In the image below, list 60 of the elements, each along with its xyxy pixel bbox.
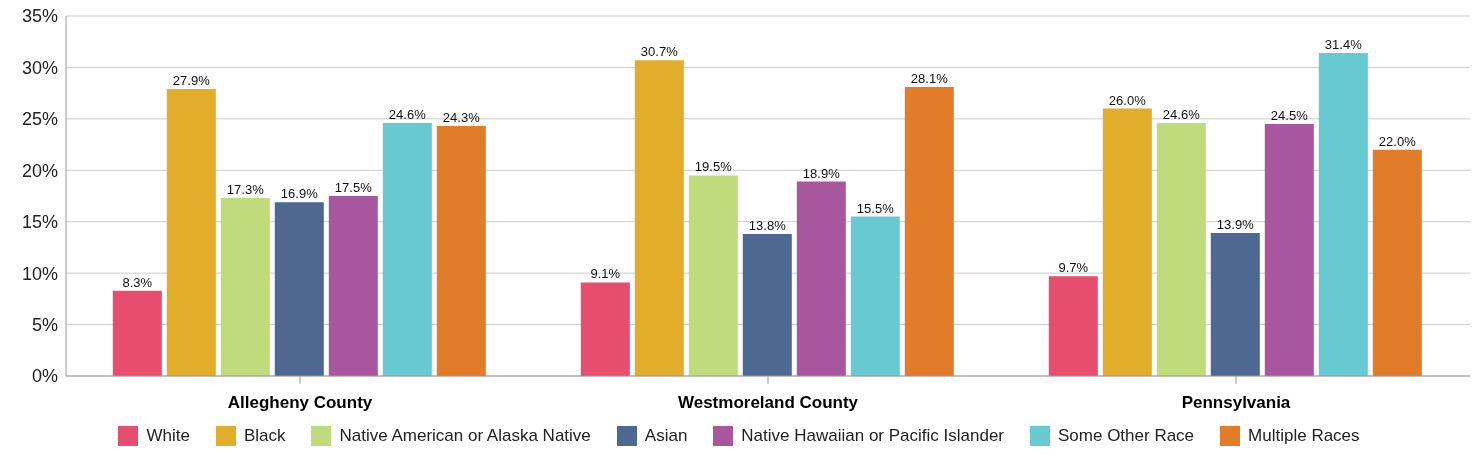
data-label: 13.8% bbox=[748, 218, 787, 234]
data-label: 30.7% bbox=[640, 44, 679, 60]
x-tick-label: Westmoreland County bbox=[677, 393, 859, 413]
bar bbox=[328, 196, 378, 376]
bar bbox=[1048, 276, 1098, 376]
legend-label: Asian bbox=[644, 426, 688, 446]
data-label: 19.5% bbox=[694, 159, 733, 175]
data-label: 22.0% bbox=[1378, 133, 1417, 149]
data-label: 13.9% bbox=[1216, 217, 1255, 233]
bar bbox=[274, 202, 324, 376]
data-label: 27.9% bbox=[172, 73, 211, 89]
data-label: 17.3% bbox=[226, 182, 265, 198]
bar bbox=[1318, 53, 1368, 376]
data-label: 9.7% bbox=[1058, 260, 1089, 276]
legend-label: Black bbox=[243, 426, 286, 446]
data-label: 15.5% bbox=[856, 200, 895, 216]
bar bbox=[1210, 233, 1260, 376]
bar bbox=[688, 175, 738, 376]
y-tick-label: 30% bbox=[21, 57, 58, 78]
data-label: 24.5% bbox=[1270, 108, 1309, 123]
legend-label: Native Hawaiian or Pacific Islander bbox=[741, 426, 1005, 446]
legend-label: Multiple Races bbox=[1248, 426, 1360, 446]
bar bbox=[580, 282, 630, 376]
legend-label: Native American or Alaska Native bbox=[339, 426, 591, 446]
bar bbox=[1156, 122, 1206, 376]
x-tick-label: Allegheny County bbox=[227, 393, 373, 413]
bar bbox=[220, 198, 270, 376]
bar bbox=[904, 86, 954, 376]
legend-label: Some Other Race bbox=[1058, 426, 1195, 446]
bar bbox=[742, 234, 792, 376]
x-tick-label: Pennsylvania bbox=[1181, 393, 1291, 413]
legend-label: White bbox=[146, 426, 190, 446]
y-tick-label: 5% bbox=[31, 314, 58, 335]
bar bbox=[382, 122, 432, 376]
bar bbox=[1264, 124, 1314, 376]
data-label: 8.3% bbox=[122, 274, 153, 290]
y-tick-label: 35% bbox=[21, 6, 58, 27]
bar bbox=[166, 89, 216, 376]
data-label: 24.6% bbox=[1162, 106, 1201, 122]
bar bbox=[436, 126, 486, 376]
data-label: 24.6% bbox=[388, 106, 427, 122]
data-label: 24.3% bbox=[442, 110, 481, 126]
bar bbox=[634, 60, 684, 376]
bar bbox=[796, 181, 846, 376]
bar bbox=[850, 216, 900, 376]
y-tick-label: 0% bbox=[31, 366, 58, 387]
bar bbox=[1372, 149, 1422, 376]
y-tick-label: 25% bbox=[21, 109, 58, 130]
data-label: 31.4% bbox=[1324, 37, 1363, 53]
data-label: 18.9% bbox=[802, 165, 841, 181]
y-tick-label: 10% bbox=[21, 263, 58, 284]
data-label: 26.0% bbox=[1108, 92, 1147, 108]
bar bbox=[1102, 108, 1152, 376]
bar bbox=[112, 290, 162, 376]
data-label: 17.5% bbox=[334, 180, 373, 195]
data-label: 9.1% bbox=[590, 266, 621, 282]
y-tick-label: 20% bbox=[21, 160, 58, 181]
data-label: 16.9% bbox=[280, 186, 319, 202]
y-tick-label: 15% bbox=[21, 212, 58, 233]
data-label: 28.1% bbox=[910, 70, 949, 86]
